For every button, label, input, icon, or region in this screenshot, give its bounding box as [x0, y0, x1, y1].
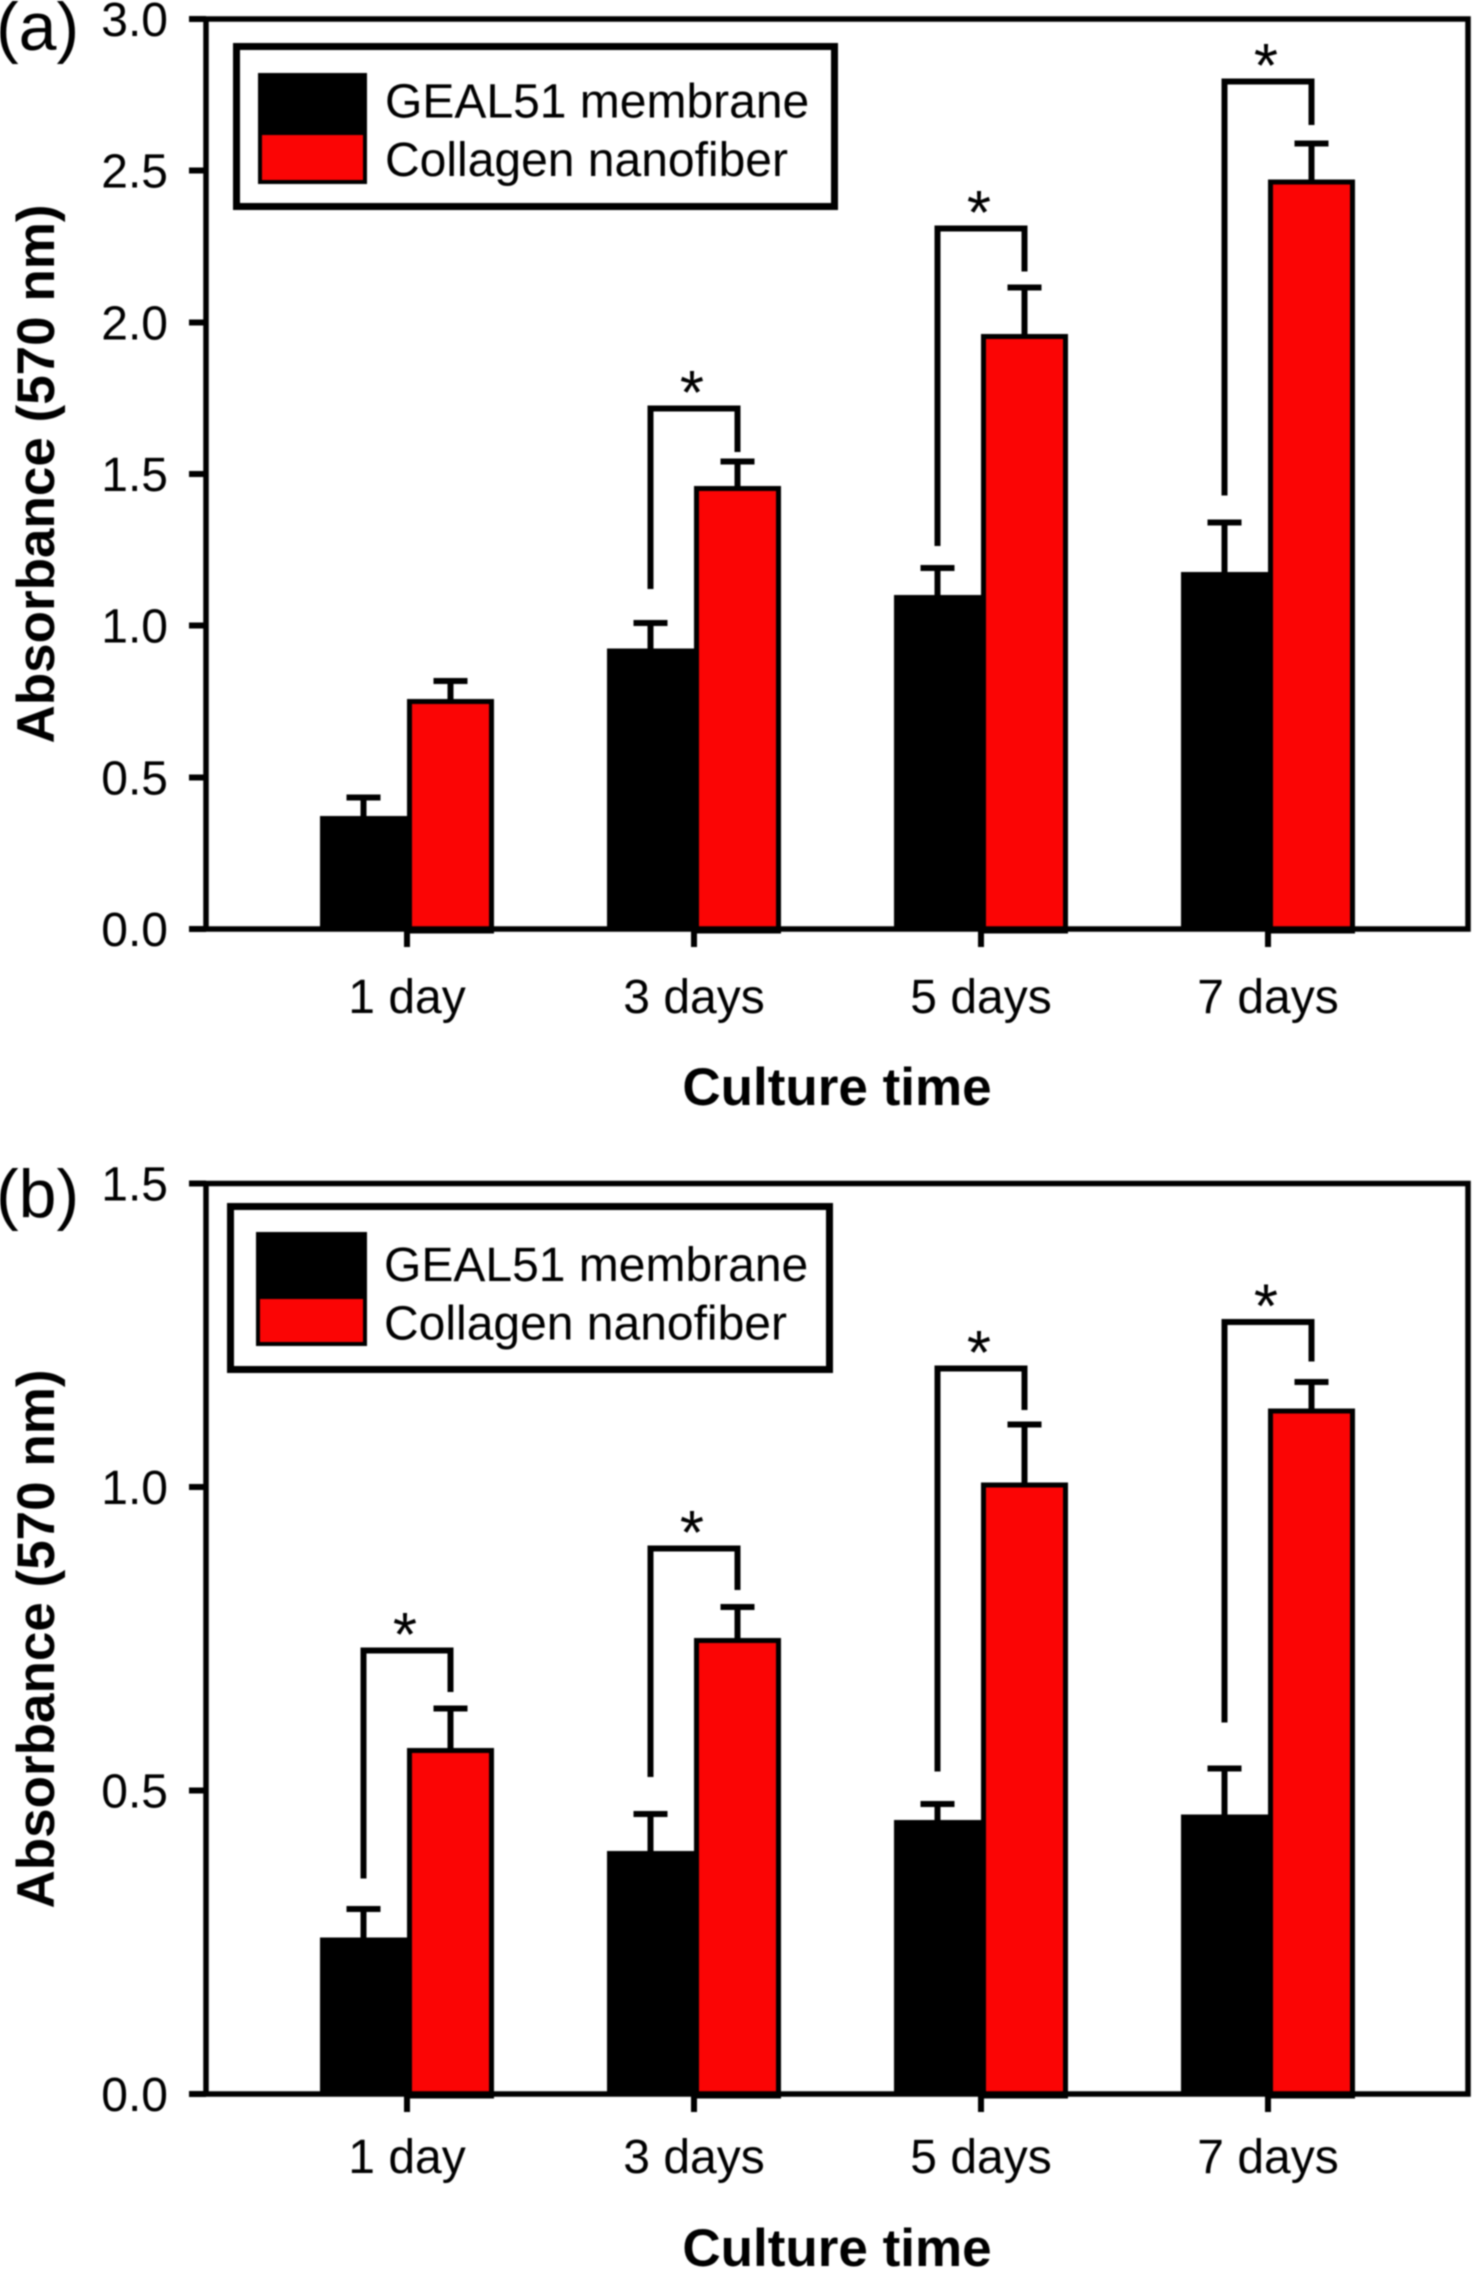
svg-text:0.5: 0.5: [101, 1766, 168, 1819]
svg-text:0.0: 0.0: [101, 904, 168, 957]
svg-text:3 days: 3 days: [623, 971, 764, 1024]
svg-text:*: *: [967, 179, 991, 248]
svg-text:1.5: 1.5: [101, 1159, 168, 1212]
svg-text:1.0: 1.0: [101, 601, 168, 654]
svg-text:0.0: 0.0: [101, 2069, 168, 2122]
svg-text:5 days: 5 days: [910, 971, 1051, 1024]
svg-text:3.0: 3.0: [101, 0, 168, 47]
svg-text:Collagen nanofiber: Collagen nanofiber: [385, 134, 788, 187]
svg-text:Collagen nanofiber: Collagen nanofiber: [384, 1298, 787, 1351]
svg-text:5 days: 5 days: [910, 2131, 1051, 2184]
svg-text:1.0: 1.0: [101, 1462, 168, 1515]
svg-text:*: *: [1254, 32, 1278, 101]
svg-text:7 days: 7 days: [1197, 2131, 1338, 2184]
svg-text:1.5: 1.5: [101, 449, 168, 502]
svg-text:GEAL51 membrane: GEAL51 membrane: [384, 1239, 808, 1292]
svg-text:1 day: 1 day: [348, 971, 465, 1024]
svg-text:(b): (b): [0, 1156, 79, 1232]
svg-text:Culture time: Culture time: [682, 1058, 991, 1117]
svg-text:2.5: 2.5: [101, 146, 168, 199]
svg-text:Absorbance (570 nm): Absorbance (570 nm): [7, 205, 66, 744]
svg-text:*: *: [393, 1601, 417, 1670]
svg-text:*: *: [1254, 1273, 1278, 1342]
svg-text:*: *: [967, 1319, 991, 1388]
svg-text:*: *: [680, 359, 704, 428]
svg-text:GEAL51 membrane: GEAL51 membrane: [385, 76, 809, 129]
svg-text:Absorbance (570 nm): Absorbance (570 nm): [7, 1370, 66, 1909]
svg-text:*: *: [680, 1499, 704, 1568]
svg-text:(a): (a): [0, 0, 79, 65]
svg-text:3 days: 3 days: [623, 2131, 764, 2184]
svg-text:7 days: 7 days: [1197, 971, 1338, 1024]
svg-text:1 day: 1 day: [348, 2131, 465, 2184]
svg-text:0.5: 0.5: [101, 753, 168, 806]
svg-text:2.0: 2.0: [101, 298, 168, 351]
svg-text:Culture time: Culture time: [682, 2219, 991, 2271]
